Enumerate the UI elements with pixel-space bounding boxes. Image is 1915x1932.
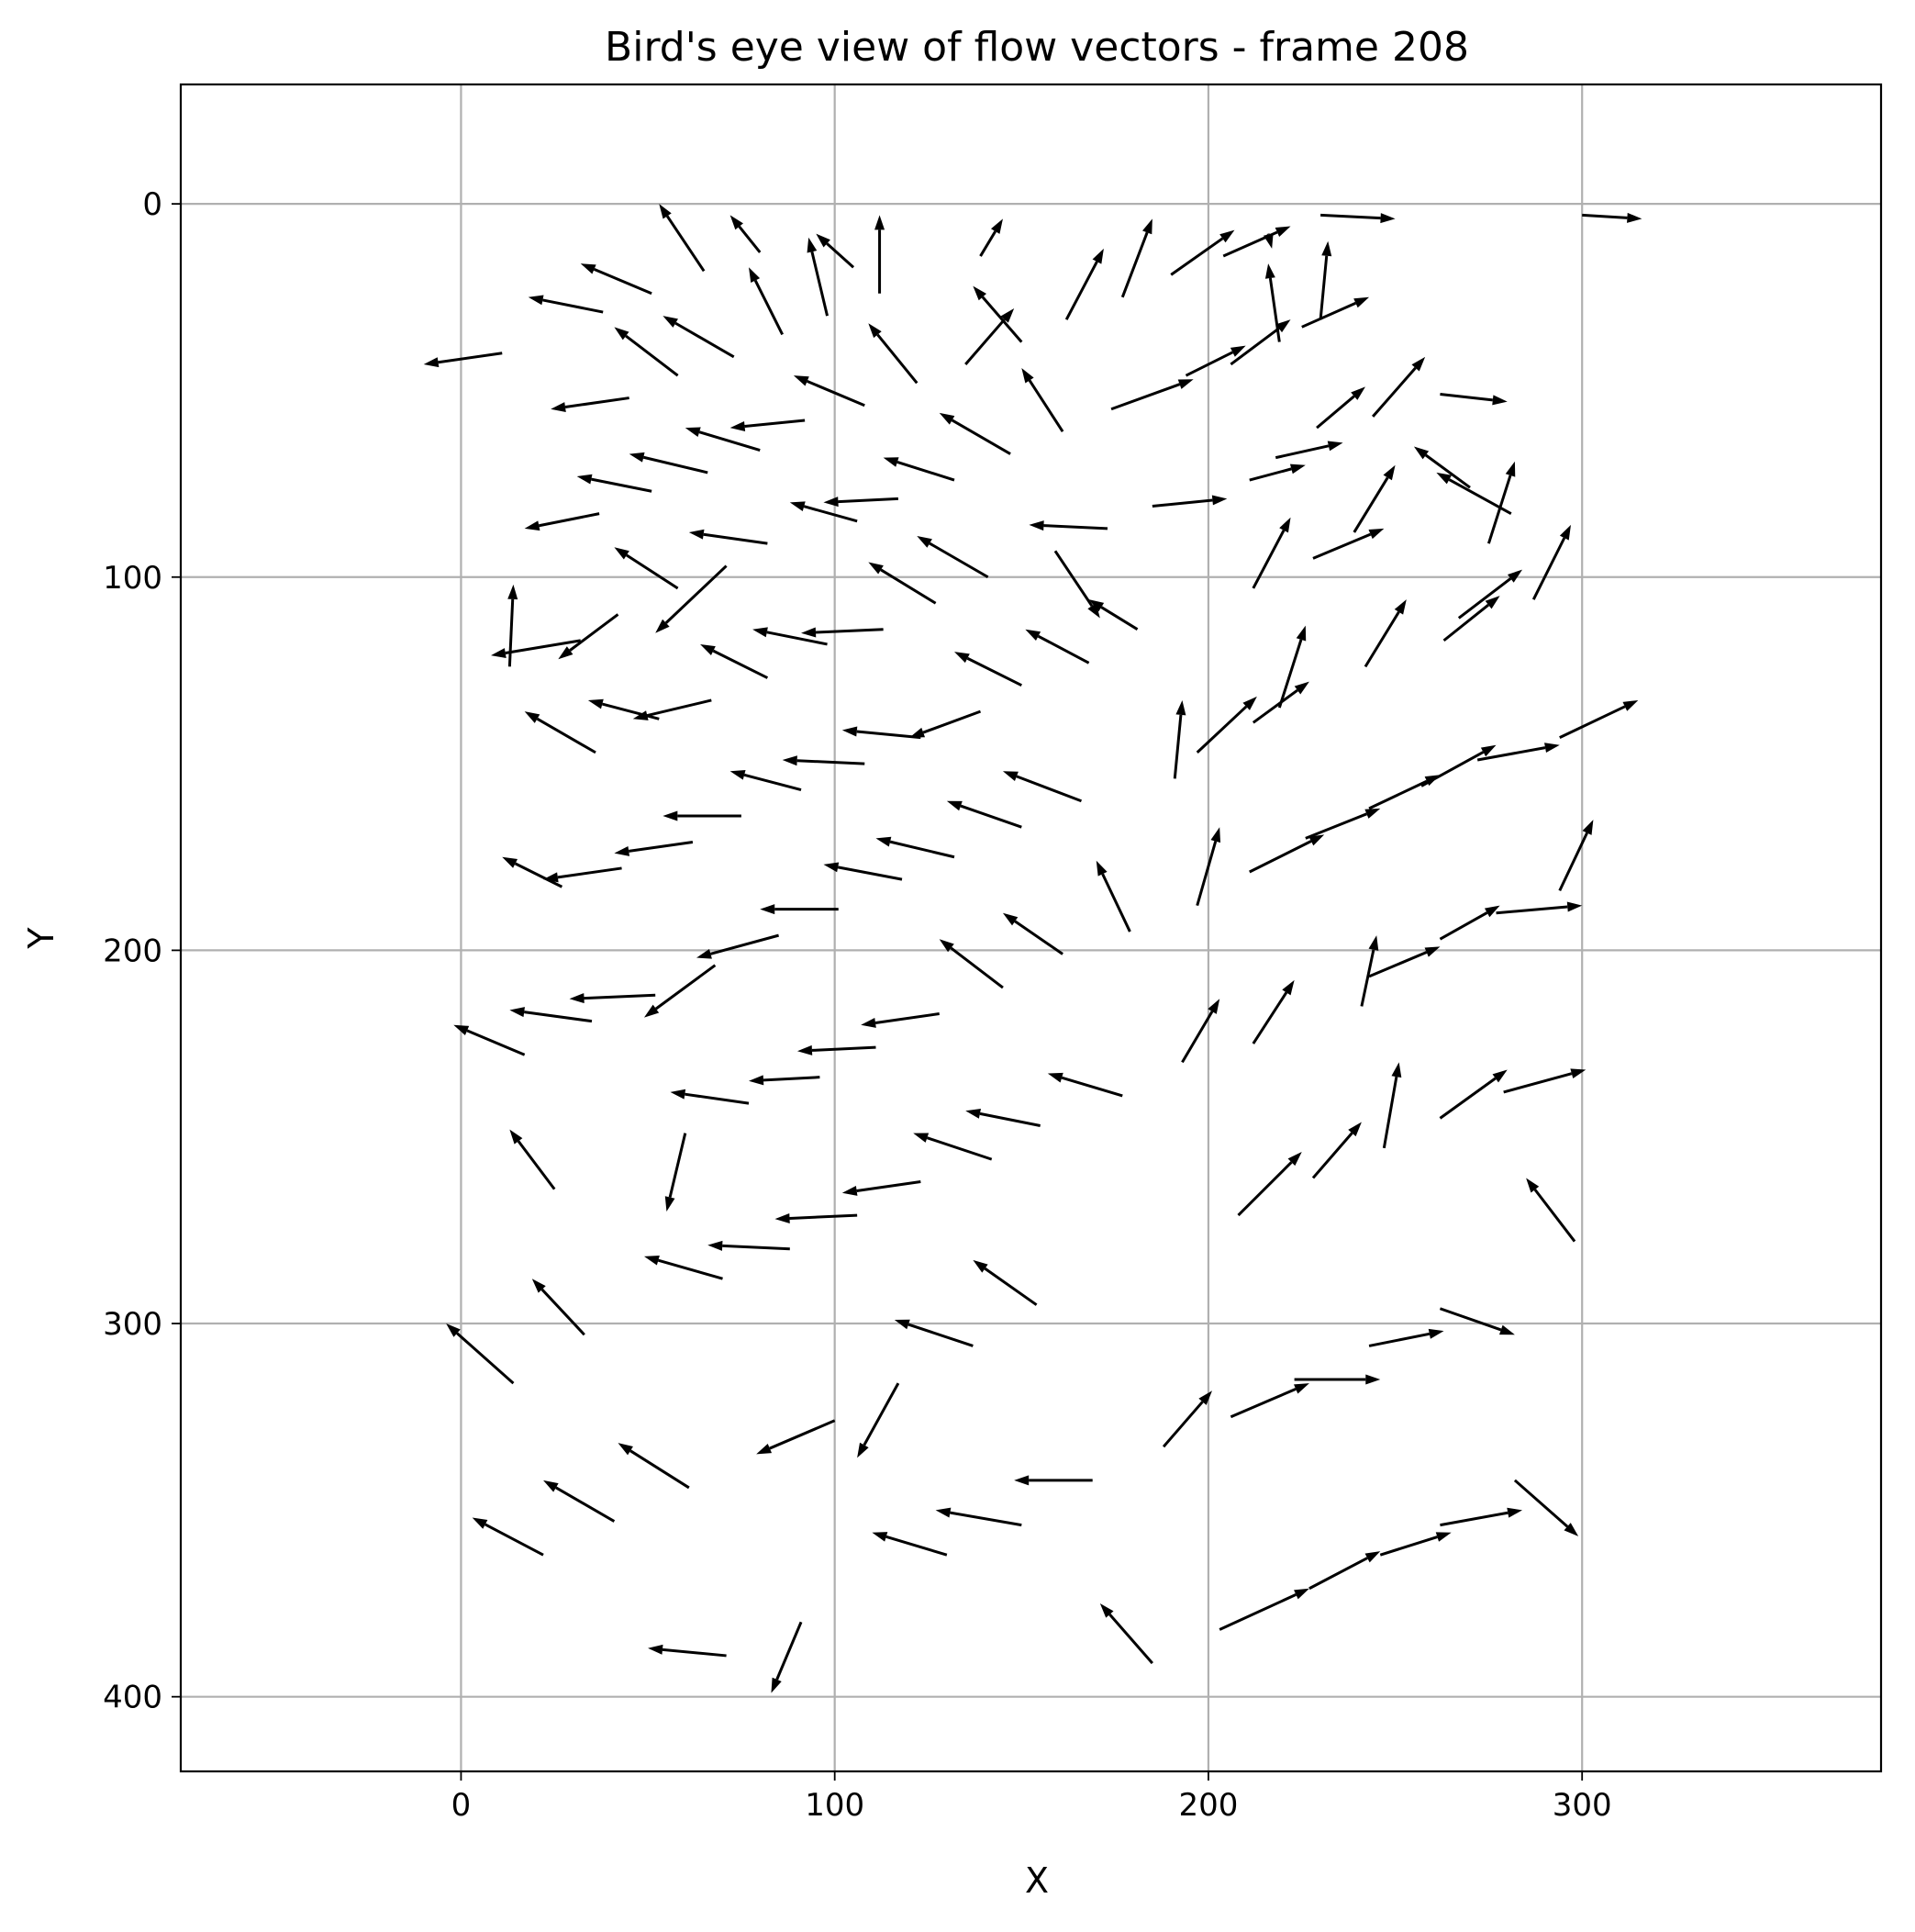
x-tick-label: 300 bbox=[1553, 1787, 1612, 1824]
x-axis-label: X bbox=[1025, 1860, 1049, 1901]
y-tick-label: 400 bbox=[103, 1680, 162, 1716]
y-tick-label: 0 bbox=[142, 186, 162, 223]
x-tick-label: 100 bbox=[805, 1787, 864, 1824]
y-axis-label: Y bbox=[21, 927, 61, 950]
x-tick-label: 200 bbox=[1178, 1787, 1238, 1824]
x-tick-label: 0 bbox=[451, 1787, 472, 1824]
y-tick-label: 100 bbox=[103, 560, 162, 597]
y-tick-label: 200 bbox=[103, 932, 162, 969]
chart-title: Bird's eye view of flow vectors - frame … bbox=[605, 24, 1469, 71]
y-tick-label: 300 bbox=[103, 1306, 162, 1343]
